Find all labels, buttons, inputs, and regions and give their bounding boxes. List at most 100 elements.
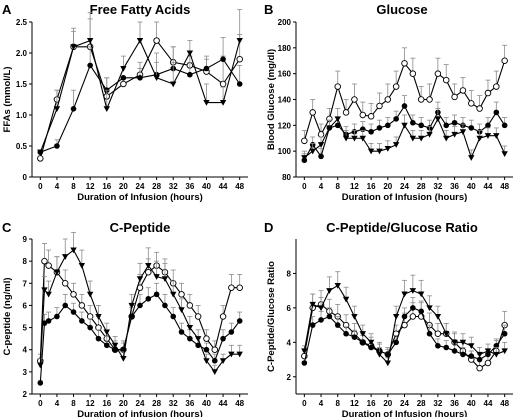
y-tick-label: 80 (282, 173, 291, 182)
x-tick-label: 36 (185, 182, 194, 191)
data-point-filled-circle (211, 357, 218, 364)
data-point-filled-triangle (111, 342, 119, 349)
data-point-filled-triangle (228, 351, 235, 358)
data-point-filled-triangle (409, 135, 417, 142)
data-point-filled-triangle (367, 339, 375, 346)
series-line (39, 39, 241, 153)
data-point-filled-triangle (342, 296, 350, 303)
data-point-filled-triangle (170, 291, 177, 298)
y-tick-label: 2 (23, 390, 28, 399)
x-axis-label: Duration of infusion (hours) (77, 409, 203, 417)
y-tick-label: 2 (287, 373, 292, 382)
data-point-filled-circle (220, 56, 226, 62)
data-point-filled-triangle (443, 135, 450, 142)
x-tick-label: 24 (136, 182, 145, 191)
data-point-filled-circle (54, 313, 60, 320)
y-tick-label: 8 (23, 257, 28, 266)
y-tick-label: 120 (278, 121, 292, 130)
data-point-filled-triangle (78, 263, 86, 269)
data-point-filled-circle (203, 65, 210, 72)
data-point-filled-triangle (70, 247, 77, 254)
data-point-open-circle (317, 131, 325, 138)
data-point-open-circle (426, 96, 433, 103)
x-tick-label: 24 (136, 399, 145, 408)
data-point-filled-triangle (153, 75, 160, 81)
data-point-filled-triangle (443, 331, 450, 337)
data-point-filled-triangle (384, 360, 392, 367)
x-tick-label: 12 (350, 399, 359, 408)
data-point-filled-circle (309, 322, 316, 328)
x-tick-label: 4 (55, 182, 60, 191)
y-tick-label: 5 (23, 324, 28, 333)
data-point-filled-circle (70, 309, 77, 315)
data-point-open-circle (376, 102, 383, 110)
data-point-open-circle (367, 113, 375, 120)
x-tick-label: 40 (467, 182, 476, 191)
data-point-filled-circle (87, 62, 93, 69)
data-point-filled-triangle (62, 254, 69, 260)
data-point-filled-circle (326, 313, 333, 320)
data-point-filled-triangle (236, 351, 243, 358)
data-point-filled-circle (451, 119, 458, 126)
x-tick-label: 48 (235, 399, 244, 408)
data-point-filled-triangle (384, 146, 392, 152)
data-point-filled-triangle (401, 122, 408, 129)
x-tick-label: 20 (119, 399, 128, 408)
x-tick-label: 28 (417, 399, 426, 408)
data-point-filled-triangle (367, 148, 375, 155)
y-axis-label: Blood Glucose (mg/dl) (266, 49, 277, 150)
data-point-filled-triangle (317, 305, 325, 312)
data-point-filled-circle (385, 122, 391, 129)
data-point-open-circle (417, 96, 425, 103)
data-point-filled-circle (443, 344, 450, 351)
data-point-filled-circle (45, 318, 52, 324)
y-tick-label: 140 (278, 96, 292, 105)
x-tick-label: 0 (38, 399, 43, 408)
data-point-open-circle (384, 96, 392, 103)
x-tick-label: 0 (302, 399, 307, 408)
data-point-filled-triangle (351, 313, 358, 320)
data-point-open-circle (493, 83, 500, 90)
chart-title: Glucose (376, 2, 427, 17)
x-tick-label: 36 (185, 399, 194, 408)
data-point-filled-triangle (145, 263, 152, 269)
x-tick-label: 28 (152, 182, 161, 191)
x-tick-label: 32 (433, 182, 442, 191)
y-tick-label: 1.5 (16, 80, 28, 89)
data-point-filled-triangle (392, 142, 400, 148)
series-open-circle (37, 243, 243, 365)
data-point-filled-circle (501, 330, 508, 337)
x-axis-label: Duration of Infusion (hours) (342, 192, 468, 203)
data-point-open-circle (120, 80, 127, 88)
data-point-filled-triangle (326, 125, 333, 132)
data-point-filled-circle (334, 322, 341, 328)
data-point-filled-triangle (53, 269, 61, 276)
data-point-filled-triangle (153, 274, 160, 280)
chart-title: C-Peptide (110, 220, 171, 235)
data-point-open-circle (236, 284, 243, 291)
data-point-filled-circle (37, 380, 44, 386)
data-point-filled-triangle (161, 276, 169, 283)
data-point-filled-circle (376, 125, 383, 131)
data-point-open-circle (153, 37, 160, 44)
data-point-filled-triangle (186, 325, 194, 331)
data-point-filled-triangle (426, 131, 433, 138)
data-point-filled-triangle (392, 313, 400, 320)
y-tick-label: 3 (23, 368, 28, 377)
data-point-filled-triangle (236, 38, 243, 44)
data-point-filled-circle (418, 122, 424, 129)
data-point-filled-circle (301, 360, 308, 366)
data-point-filled-circle (70, 106, 77, 112)
y-tick-label: 2.0 (16, 49, 28, 58)
x-tick-label: 12 (86, 399, 95, 408)
data-point-filled-circle (368, 128, 374, 135)
x-tick-label: 24 (400, 182, 409, 191)
data-point-filled-triangle (136, 276, 144, 283)
data-point-filled-circle (318, 317, 324, 323)
x-tick-label: 16 (367, 399, 376, 408)
data-point-filled-circle (178, 329, 185, 335)
data-point-filled-triangle (376, 148, 383, 155)
